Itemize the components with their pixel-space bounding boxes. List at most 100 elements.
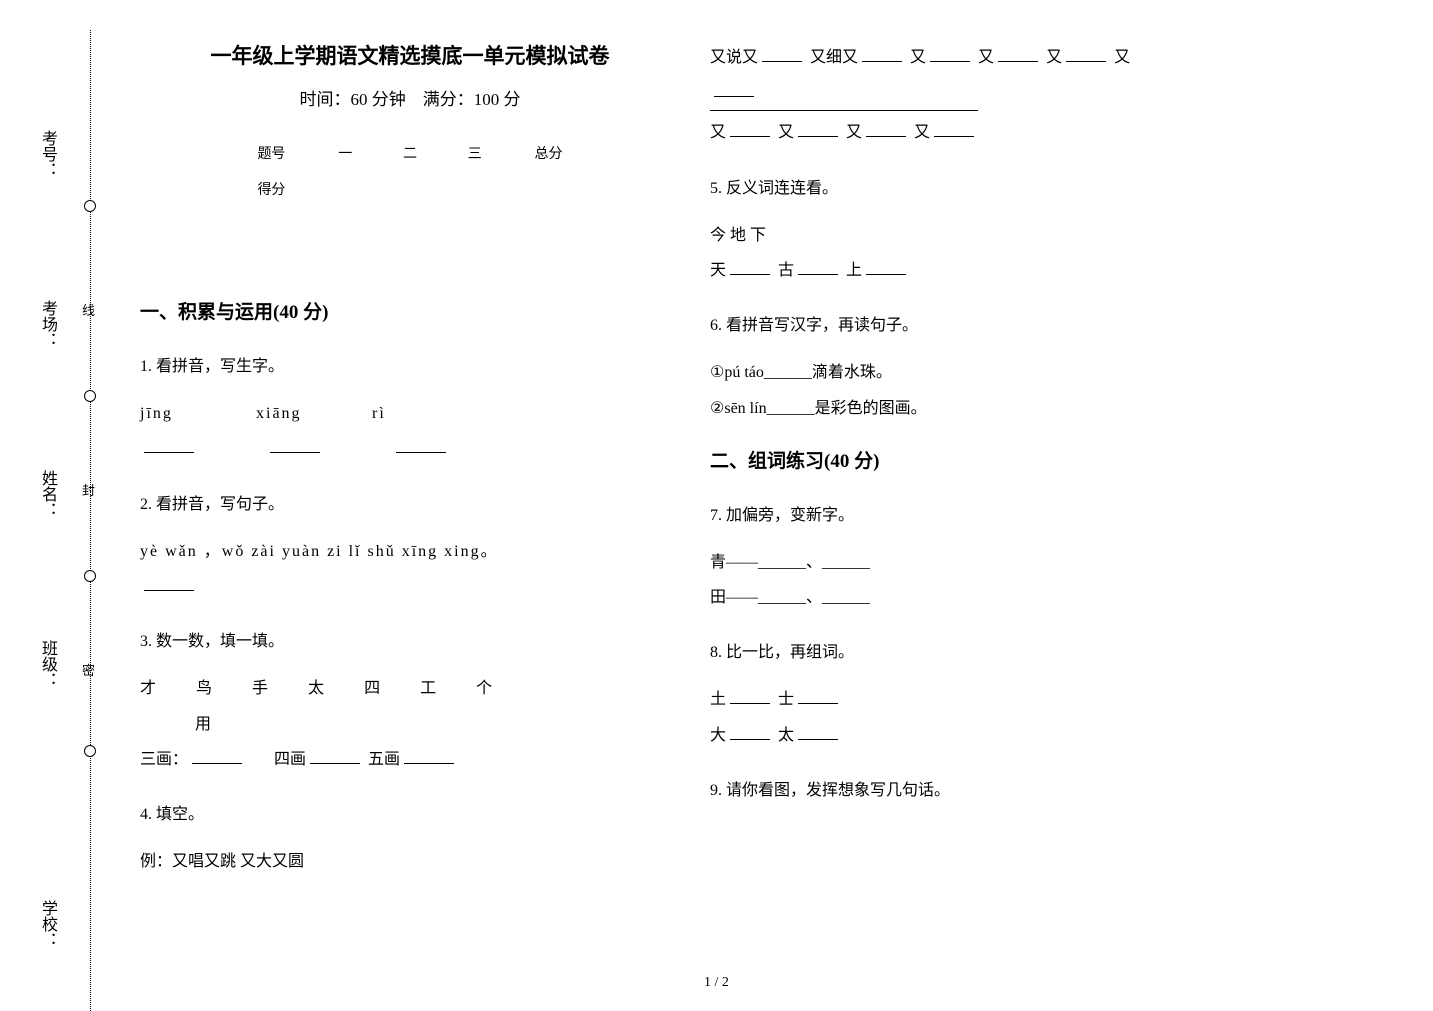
score-cell	[378, 171, 443, 207]
score-row-label: 得分	[230, 171, 313, 207]
fill-text: 又说又	[710, 49, 758, 66]
question-4: 4. 填空。 例：又唱又跳 又大又圆	[140, 797, 680, 879]
answer-blank[interactable]	[866, 257, 906, 275]
fill-text: 又	[710, 124, 726, 141]
answer-blank[interactable]	[144, 435, 194, 453]
score-header-cell: 一	[313, 135, 378, 171]
exam-subtitle: 时间：60 分钟 满分：100 分	[140, 85, 680, 110]
fill-text: 又	[978, 49, 994, 66]
question-5: 5. 反义词连连看。 今 地 下 天 古 上	[710, 171, 1390, 289]
answer-blank[interactable]	[192, 746, 242, 764]
char-item: 用	[195, 716, 211, 733]
score-header-cell: 二	[378, 135, 443, 171]
q5-top: 今 地 下	[710, 218, 1390, 253]
compare-item: 太	[778, 727, 794, 744]
binding-label-examno: 考号：	[35, 130, 59, 178]
pinyin-item: xiāng	[256, 396, 366, 431]
fill-text: 又	[1114, 49, 1130, 66]
q2-pinyin: yè wǎn ，wǒ zài yuàn zi lǐ shǔ xīng xing。	[140, 534, 680, 569]
score-header-cell: 题号	[230, 135, 313, 171]
q4-prompt: 4. 填空。	[140, 797, 680, 832]
answer-blank[interactable]	[1066, 44, 1106, 62]
fill-text: 又	[910, 49, 926, 66]
answer-blank[interactable]	[930, 44, 970, 62]
answer-blank[interactable]	[730, 119, 770, 137]
stroke-label: 三画：	[140, 751, 188, 768]
answer-blank[interactable]	[310, 746, 360, 764]
char-item: 四	[364, 671, 380, 706]
q3-chars: 才 鸟 手 太 四 工 个	[140, 671, 680, 706]
section1-heading: 一、积累与运用(40 分)	[140, 297, 680, 324]
answer-blank[interactable]	[270, 435, 320, 453]
pinyin-item: rì	[372, 396, 482, 431]
answer-blank[interactable]	[730, 686, 770, 704]
fill-text: 又	[1046, 49, 1062, 66]
binding-circle	[84, 200, 96, 212]
answer-blank[interactable]	[396, 435, 446, 453]
question-2: 2. 看拼音，写句子。 yè wǎn ，wǒ zài yuàn zi lǐ sh…	[140, 487, 680, 605]
score-cell	[507, 171, 590, 207]
score-table: 题号 一 二 三 总分 得分	[230, 135, 590, 207]
q1-pinyin: jīng xiāng rì	[140, 396, 680, 431]
q3-prompt: 3. 数一数，填一填。	[140, 624, 680, 659]
answer-blank[interactable]	[144, 573, 194, 591]
antonym-item: 古	[778, 262, 794, 279]
question-7: 7. 加偏旁，变新字。 青——______、______ 田——______、_…	[710, 498, 1390, 616]
q8-row: 土 士	[710, 682, 1390, 717]
q7-prompt: 7. 加偏旁，变新字。	[710, 498, 1390, 533]
binding-circle	[84, 745, 96, 757]
right-column: 又说又 又细又 又 又 又 又 又 又 又 又 5. 反义词连连看。 今 地 下…	[710, 40, 1390, 828]
q3-line: 三画： 四画 五画	[140, 742, 680, 777]
answer-blank[interactable]	[866, 119, 906, 137]
binding-circle	[84, 570, 96, 582]
binding-text-mi: 密	[82, 660, 95, 679]
answer-blank[interactable]	[730, 722, 770, 740]
answer-blank[interactable]	[998, 44, 1038, 62]
answer-blank[interactable]	[404, 746, 454, 764]
stroke-label: 五画	[368, 751, 400, 768]
score-header-cell: 总分	[507, 135, 590, 171]
question-1: 1. 看拼音，写生字。 jīng xiāng rì	[140, 349, 680, 467]
question-6: 6. 看拼音写汉字，再读句子。 ①pú táo______滴着水珠。 ②sēn …	[710, 308, 1390, 426]
question-3: 3. 数一数，填一填。 才 鸟 手 太 四 工 个 用 三画： 四画 五画	[140, 624, 680, 777]
q8-prompt: 8. 比一比，再组词。	[710, 635, 1390, 670]
char-item: 才	[140, 671, 156, 706]
answer-blank[interactable]	[862, 44, 902, 62]
binding-text-xian: 线	[82, 300, 95, 319]
answer-blank[interactable]	[798, 686, 838, 704]
binding-text-feng: 封	[82, 480, 95, 499]
main-content: 一年级上学期语文精选摸底一单元模拟试卷 时间：60 分钟 满分：100 分 题号…	[140, 40, 1403, 971]
answer-blank[interactable]	[798, 119, 838, 137]
score-cell	[442, 171, 507, 207]
char-item: 个	[476, 671, 492, 706]
answer-blank[interactable]	[934, 119, 974, 137]
left-column: 一年级上学期语文精选摸底一单元模拟试卷 时间：60 分钟 满分：100 分 题号…	[140, 40, 680, 899]
binding-margin: 线 封 密 考号： 考场： 姓名： 班级： 学校：	[0, 0, 120, 1011]
page-footer: 1 / 2	[0, 975, 1433, 991]
q2-prompt: 2. 看拼音，写句子。	[140, 487, 680, 522]
score-header-cell: 三	[442, 135, 507, 171]
q7-item: 田——______、______	[710, 580, 1390, 615]
answer-blank[interactable]	[798, 257, 838, 275]
compare-item: 大	[710, 727, 726, 744]
answer-blank[interactable]	[762, 44, 802, 62]
fill-text: 又	[914, 124, 930, 141]
dotted-binding-line	[90, 30, 91, 1011]
q4-line1: 又说又 又细又 又 又 又 又	[710, 40, 1390, 75]
q4-line2: 又 又 又 又	[710, 110, 978, 150]
section2-heading: 二、组词练习(40 分)	[710, 446, 1390, 473]
binding-label-room: 考场：	[35, 300, 59, 348]
answer-blank[interactable]	[714, 79, 754, 97]
q9-prompt: 9. 请你看图，发挥想象写几句话。	[710, 773, 1390, 808]
score-cell	[313, 171, 378, 207]
q1-blanks	[140, 431, 680, 466]
antonym-item: 天	[710, 262, 726, 279]
q4-continued: 又说又 又细又 又 又 又 又 又 又 又 又	[710, 40, 1390, 151]
answer-blank[interactable]	[798, 722, 838, 740]
fill-text: 又	[778, 124, 794, 141]
answer-blank[interactable]	[730, 257, 770, 275]
pinyin-item: jīng	[140, 396, 250, 431]
char-item: 手	[252, 671, 268, 706]
compare-item: 土	[710, 691, 726, 708]
q6-item: ②sēn lín______是彩色的图画。	[710, 391, 1390, 426]
